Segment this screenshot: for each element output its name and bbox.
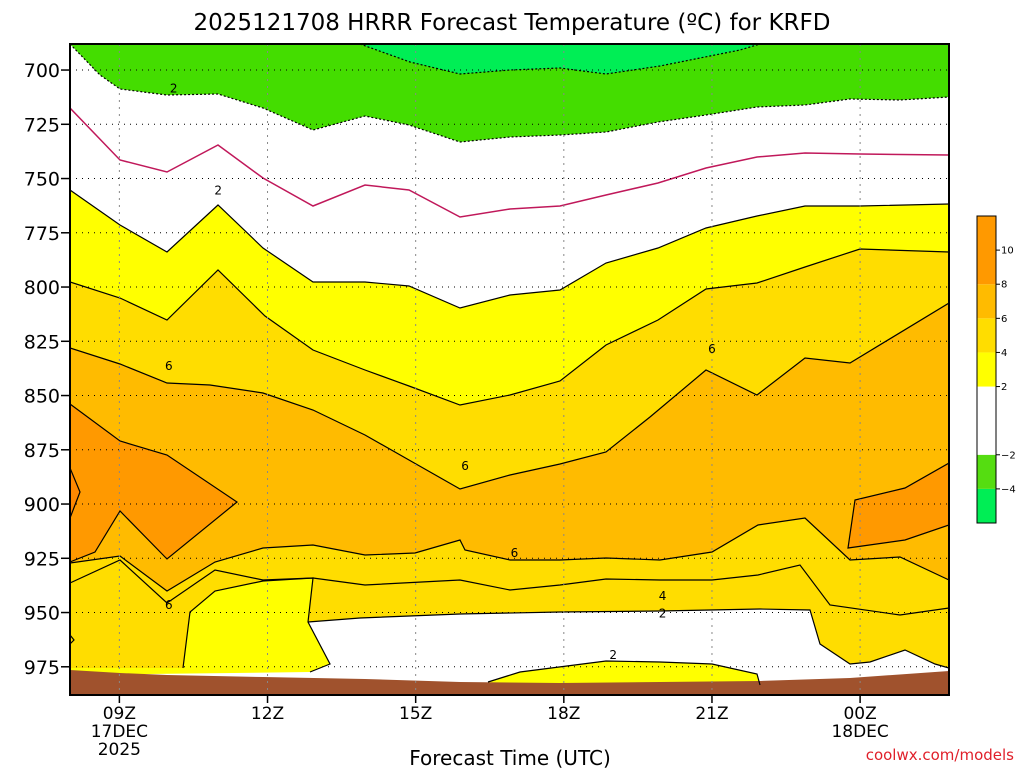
contour-label: 2 [214, 183, 222, 197]
band-8-10-right [848, 463, 949, 548]
y-tick-label: 875 [24, 440, 60, 462]
y-tick-label: 775 [24, 223, 60, 245]
gridlines [70, 44, 949, 695]
y-tick-label: 750 [24, 169, 60, 191]
contour-labels: 2 2 6 6 6 4 2 2 6 6 [165, 81, 716, 661]
band-10-left [70, 468, 80, 518]
plot-frame [69, 43, 950, 696]
contour-8C-left [70, 403, 239, 563]
x-tick-label: 15Z [399, 704, 432, 724]
plot-area: 2 2 6 6 6 4 2 2 6 6 [70, 44, 949, 695]
contour-label: 6 [511, 546, 519, 560]
band-2-4-low [70, 578, 330, 675]
contour-label: 2 [659, 607, 667, 621]
contour-label: 6 [165, 598, 173, 612]
band-6-8 [70, 303, 949, 591]
y-tick-label: 925 [24, 548, 60, 570]
colorbar-label: 6 [1001, 314, 1007, 325]
x-axis-label: Forecast Time (UTC) [409, 746, 611, 768]
colorbar-label: 10 [1001, 246, 1014, 257]
contour-0C [70, 107, 949, 218]
x-tick-date: 17DEC [91, 722, 148, 742]
contour-4C [70, 248, 949, 406]
colorbar: −4 −2 2 4 6 8 10 [976, 215, 1016, 524]
colorbar-label: 4 [1001, 348, 1007, 359]
y-axis: 700 725 750 775 800 825 850 875 900 925 950 975 [24, 60, 70, 679]
band-neg2-0 [70, 44, 949, 142]
colorbar-segment [977, 352, 996, 387]
y-tick-label: 975 [24, 657, 60, 679]
contours [70, 44, 949, 686]
contour-2C-lower-b [307, 608, 949, 669]
contour-4C-lower [70, 559, 949, 616]
colorbar-label: −4 [1001, 484, 1016, 495]
y-tick-label: 700 [24, 60, 60, 82]
contour-label: 6 [461, 459, 469, 473]
contour-neg2C [70, 44, 949, 143]
colorbar-segment [977, 284, 996, 319]
contour-10C-left [70, 467, 81, 519]
y-tick-label: 725 [24, 114, 60, 136]
colorbar-segment [977, 216, 996, 285]
x-tick-label: 09Z [103, 704, 136, 724]
contour-label: 6 [708, 342, 716, 356]
band-8-10-left [70, 404, 237, 562]
y-tick-label: 950 [24, 603, 60, 625]
contour-label: 6 [165, 359, 173, 373]
chart-title: 2025121708 HRRR Forecast Temperature (ºC… [194, 10, 831, 36]
band-neg4-neg2 [360, 44, 760, 74]
contour-6C-lower [70, 517, 949, 592]
colorbar-label: −2 [1001, 450, 1016, 461]
x-tick-date: 18DEC [831, 722, 888, 742]
colorbar-label: 8 [1001, 280, 1007, 291]
x-tick-label: 18Z [547, 704, 580, 724]
contour-label: 4 [659, 589, 667, 603]
y-tick-label: 800 [24, 277, 60, 299]
contour-8C-right [847, 462, 949, 549]
x-tick-label: 12Z [251, 704, 284, 724]
x-tick-year: 2025 [98, 740, 141, 760]
contour-2C-lower [182, 577, 331, 673]
colorbar-segment [977, 386, 996, 455]
contour-2C [70, 189, 949, 309]
credit-text: coolwx.com/models [866, 746, 1014, 764]
ground [70, 670, 949, 695]
colorbar-label: 2 [1001, 382, 1007, 393]
band-2-4-low-patch [488, 661, 760, 685]
colorbar-segment [977, 488, 996, 523]
contour-6C-upper [70, 302, 949, 490]
y-tick-label: 825 [24, 331, 60, 353]
colorbar-segment [977, 454, 996, 489]
contour-6C-wedge [70, 634, 75, 645]
contour-2C-patch [487, 660, 761, 686]
colorbar-segment [977, 318, 996, 353]
x-tick-label: 00Z [843, 704, 876, 724]
x-tick-label: 21Z [695, 704, 728, 724]
contour-label: 2 [609, 648, 617, 662]
colorbar-frame [976, 215, 997, 524]
contour-label: 2 [170, 81, 178, 95]
y-tick-label: 900 [24, 494, 60, 516]
y-tick-label: 850 [24, 386, 60, 408]
